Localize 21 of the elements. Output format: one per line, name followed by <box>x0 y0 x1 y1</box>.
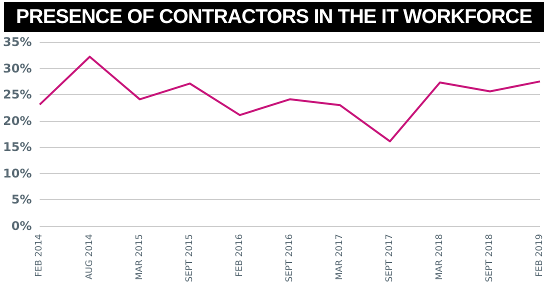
x-tick-label: SEPT 2015 <box>184 234 195 282</box>
y-tick-label: 0% <box>11 219 32 233</box>
y-tick-label: 10% <box>2 166 32 180</box>
chart-title: PRESENCE OF CONTRACTORS IN THE IT WORKFORCE <box>4 2 544 32</box>
x-tick-label: SEPT 2017 <box>384 234 395 282</box>
x-tick-label: MAR 2017 <box>334 234 345 280</box>
x-tick-label: FEB 2014 <box>34 234 45 277</box>
x-tick-label: SEPT 2016 <box>284 234 295 282</box>
y-tick-label: 35% <box>2 35 32 49</box>
x-tick-label: AUG 2014 <box>84 234 95 280</box>
x-tick-label: MAR 2015 <box>134 234 145 280</box>
line-series <box>38 56 541 142</box>
y-tick-label: 20% <box>2 114 32 128</box>
x-tick-label: SEPT 2018 <box>484 234 495 282</box>
y-tick-label: 15% <box>2 140 32 154</box>
x-tick-label: FEB 2016 <box>234 234 245 277</box>
y-tick-label: 5% <box>11 192 32 207</box>
y-tick-label: 30% <box>2 61 32 76</box>
x-tick-label: MAR 2018 <box>434 234 445 280</box>
y-tick-label: 25% <box>2 88 32 102</box>
x-tick-label: FEB 2019 <box>535 234 545 277</box>
